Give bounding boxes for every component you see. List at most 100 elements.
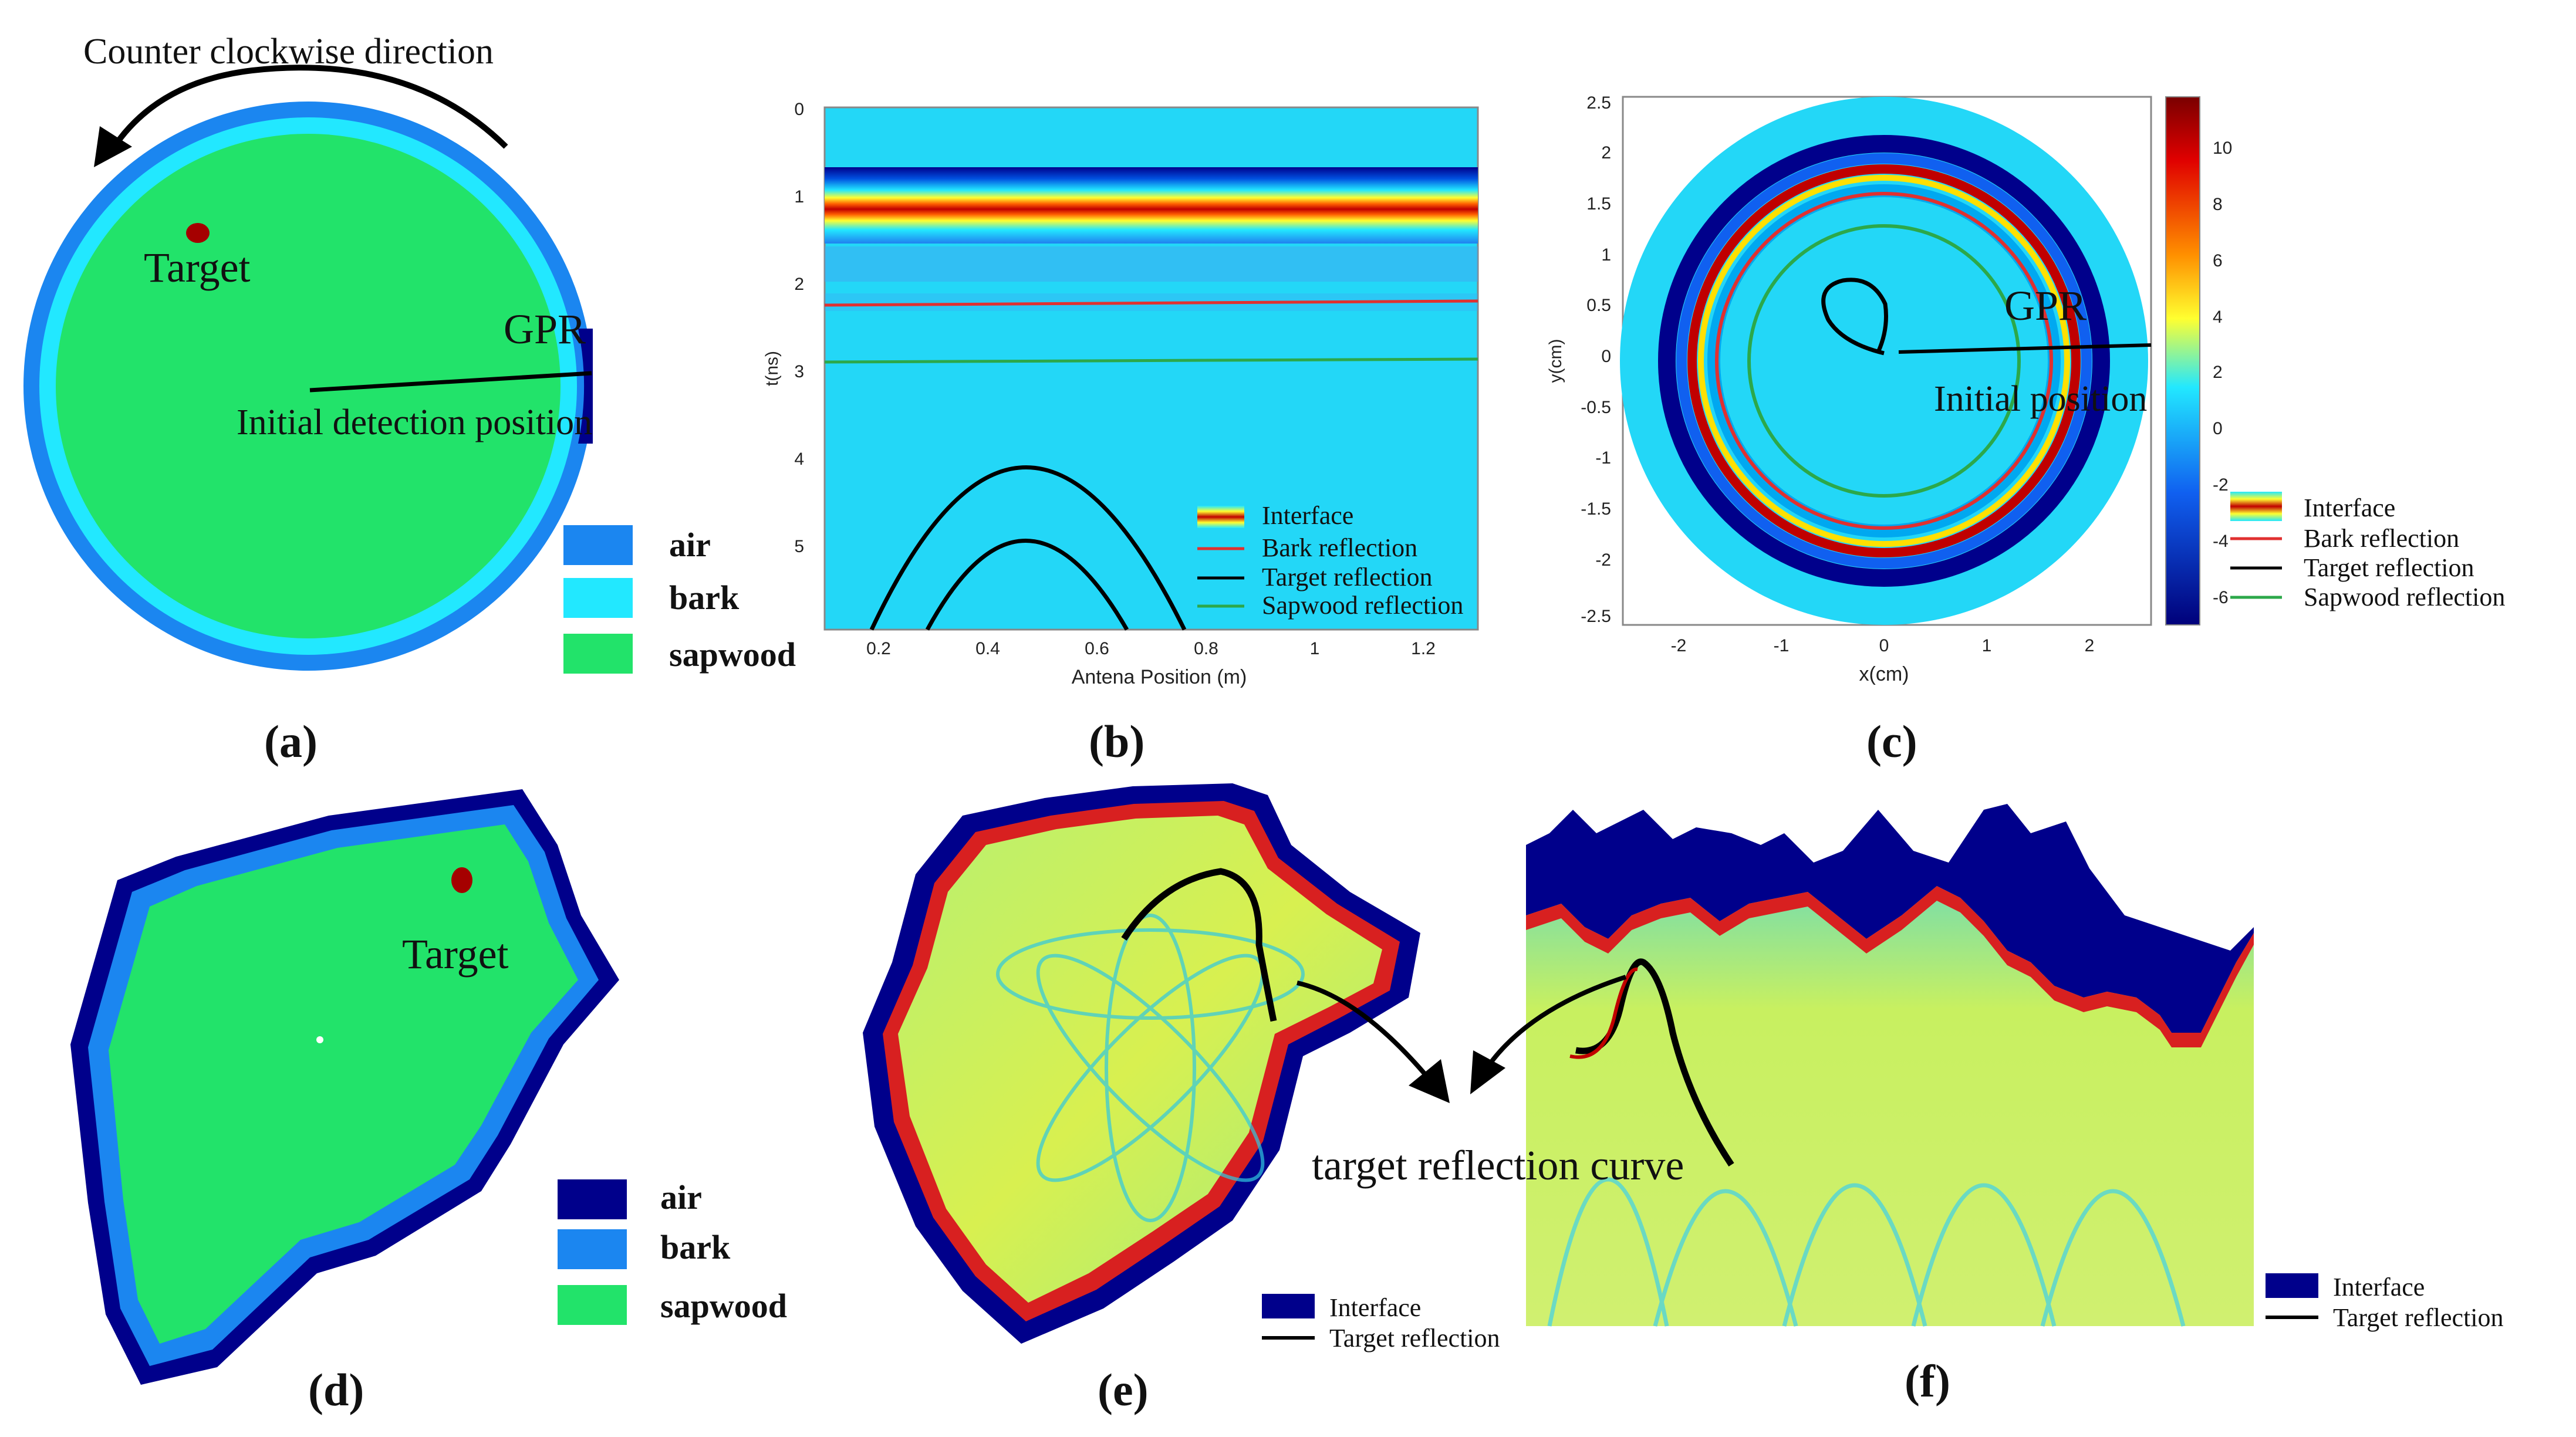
- f-top-jag: [1526, 798, 2254, 951]
- legend-sapwood-label: sapwood: [669, 635, 796, 674]
- c-interface-yellow: [1698, 175, 2070, 547]
- c-x-tick: -2: [1671, 636, 1687, 655]
- e-legend-interface: Interface: [1329, 1293, 1421, 1322]
- shared-annotation: target reflection curve: [1297, 975, 1684, 1189]
- panel-c-label: (c): [1866, 716, 1917, 767]
- c-cbar-tick: 0: [2213, 419, 2223, 438]
- c-cbar-tick: 4: [2213, 307, 2223, 327]
- b-y-tick: 2: [794, 275, 804, 294]
- c-y-tick: 0: [1601, 347, 1611, 366]
- c-y-tick: 1.5: [1586, 194, 1611, 214]
- c-x-tick: -1: [1774, 636, 1790, 655]
- panel-d-label: (d): [308, 1364, 364, 1415]
- panel-b-label: (b): [1089, 716, 1144, 767]
- c-interface-outer: [1658, 135, 2110, 587]
- e-legend-target: Target reflection: [1329, 1324, 1500, 1353]
- d-legend-sapwood-label: sapwood: [660, 1287, 787, 1325]
- f-target-curve-red: [1569, 967, 1638, 1059]
- c-legend: Interface Bark reflection Target reflect…: [2230, 492, 2505, 611]
- panel-a: Counter clockwise direction Target GPR I…: [23, 32, 796, 767]
- c-y-tick: -2: [1595, 550, 1611, 570]
- c-legend-sapwood: Sapwood reflection: [2304, 583, 2505, 611]
- b-x-tick: 0.2: [866, 639, 891, 658]
- c-cbar-tick: 6: [2213, 251, 2223, 271]
- f-legend-target: Target reflection: [2333, 1303, 2504, 1332]
- f-interface-band: [1526, 798, 2254, 1033]
- c-legend-interface: Interface: [2304, 493, 2395, 522]
- c-colorbar: 10 8 6 4 2 0 -2 -4 -6: [2165, 96, 2232, 625]
- b-interface-band: [825, 167, 1478, 244]
- b-x-tick: 0.6: [1085, 639, 1109, 658]
- c-y-label: y(cm): [1546, 339, 1565, 383]
- panel-e: Interface Target reflection (e): [863, 783, 1500, 1415]
- c-x-label: x(cm): [1859, 663, 1909, 685]
- c-legend-target: Target reflection: [2304, 553, 2474, 582]
- c-sapwood-reflection: [1747, 224, 2021, 498]
- d-legend-sapwood-swatch: [558, 1285, 627, 1325]
- e-legend-interface-swatch: [1262, 1294, 1315, 1318]
- e-target-curve: [1121, 868, 1277, 1022]
- gpr-antenna: [578, 329, 593, 444]
- c-interface-blue: [1676, 153, 2092, 569]
- b-faint-band-1: [825, 246, 1478, 282]
- b-legend-interface: Interface: [1262, 501, 1353, 530]
- c-legend-bark: Bark reflection: [2304, 524, 2459, 553]
- b-x-label: Antena Position (m): [1072, 666, 1247, 688]
- b-y-tick: 1: [794, 187, 804, 207]
- c-y-tick: -1: [1595, 448, 1611, 468]
- c-y-tick: 2.5: [1586, 93, 1611, 113]
- legend-sapwood-swatch: [563, 634, 633, 674]
- f-red-band: [1526, 886, 2254, 1047]
- c-y-tick: -0.5: [1581, 398, 1611, 417]
- b-y-tick: 4: [794, 449, 804, 469]
- c-gpr-label: GPR: [2004, 282, 2087, 329]
- d-legend-air-label: air: [660, 1178, 702, 1216]
- c-x-tick: 0: [1879, 636, 1889, 655]
- arrow-from-f: [1483, 975, 1627, 1073]
- legend-air-swatch: [563, 525, 633, 565]
- panel-d: Target air bark sapwood (d): [70, 789, 787, 1415]
- c-interface-red: [1687, 164, 2081, 557]
- b-x-tick: 0.8: [1194, 639, 1218, 658]
- b-y-tick: 5: [794, 537, 804, 556]
- f-target-curve: [1575, 958, 1734, 1167]
- c-y-tick: 1: [1601, 245, 1611, 265]
- legend-bark-swatch: [563, 578, 633, 618]
- c-outer-disk: [1620, 97, 2148, 625]
- c-start-label: Initial position: [1934, 379, 2147, 419]
- b-y-tick: 0: [794, 100, 804, 119]
- b-legend-sapwood: Sapwood reflection: [1262, 591, 1463, 620]
- d-center-dot: [316, 1036, 323, 1043]
- target-label: Target: [144, 244, 251, 291]
- panel-a-label: (a): [264, 716, 318, 767]
- b-y-label: t(ns): [762, 351, 782, 386]
- b-target-hyperbola-2: [925, 539, 1129, 631]
- c-x-axis: -2 -1 0 1 2 x(cm): [1671, 636, 2095, 685]
- c-cbar-tick: 10: [2213, 138, 2232, 158]
- panel-e-label: (e): [1098, 1364, 1149, 1415]
- curve-label: target reflection curve: [1312, 1142, 1684, 1189]
- d-legend-bark-swatch: [558, 1229, 627, 1269]
- c-cbar-tick: 8: [2213, 195, 2223, 214]
- c-inner-ring: [1707, 184, 2061, 537]
- start-line: [309, 371, 592, 393]
- b-legend: Interface Bark reflection Target reflect…: [1197, 501, 1463, 620]
- c-y-axis: 2.5 2 1.5 1 0.5 0 -0.5 -1 -1.5 -2 -2.5 y…: [1546, 93, 1611, 626]
- arrow-from-f-head: [1470, 1050, 1505, 1094]
- c-cbar-tick: -4: [2213, 532, 2229, 551]
- gpr-label: GPR: [504, 306, 586, 353]
- arrow-from-e: [1297, 980, 1434, 1084]
- d-sapwood: [109, 824, 578, 1344]
- c-legend-interface-swatch: [2230, 492, 2282, 521]
- d-target-label: Target: [402, 931, 509, 978]
- rotation-arrowhead: [94, 126, 132, 167]
- b-x-axis: 0.2 0.4 0.6 0.8 1 1.2 Antena Position (m…: [866, 639, 1436, 688]
- b-y-tick: 3: [794, 362, 804, 381]
- legend-air-label: air: [669, 526, 711, 564]
- b-bark-reflection-line: [824, 299, 1478, 307]
- b-target-hyperbola-1: [869, 465, 1187, 631]
- panel-f-label: (f): [1905, 1355, 1950, 1406]
- c-y-tick: -2.5: [1581, 607, 1611, 626]
- c-cbar-tick: -2: [2213, 475, 2229, 495]
